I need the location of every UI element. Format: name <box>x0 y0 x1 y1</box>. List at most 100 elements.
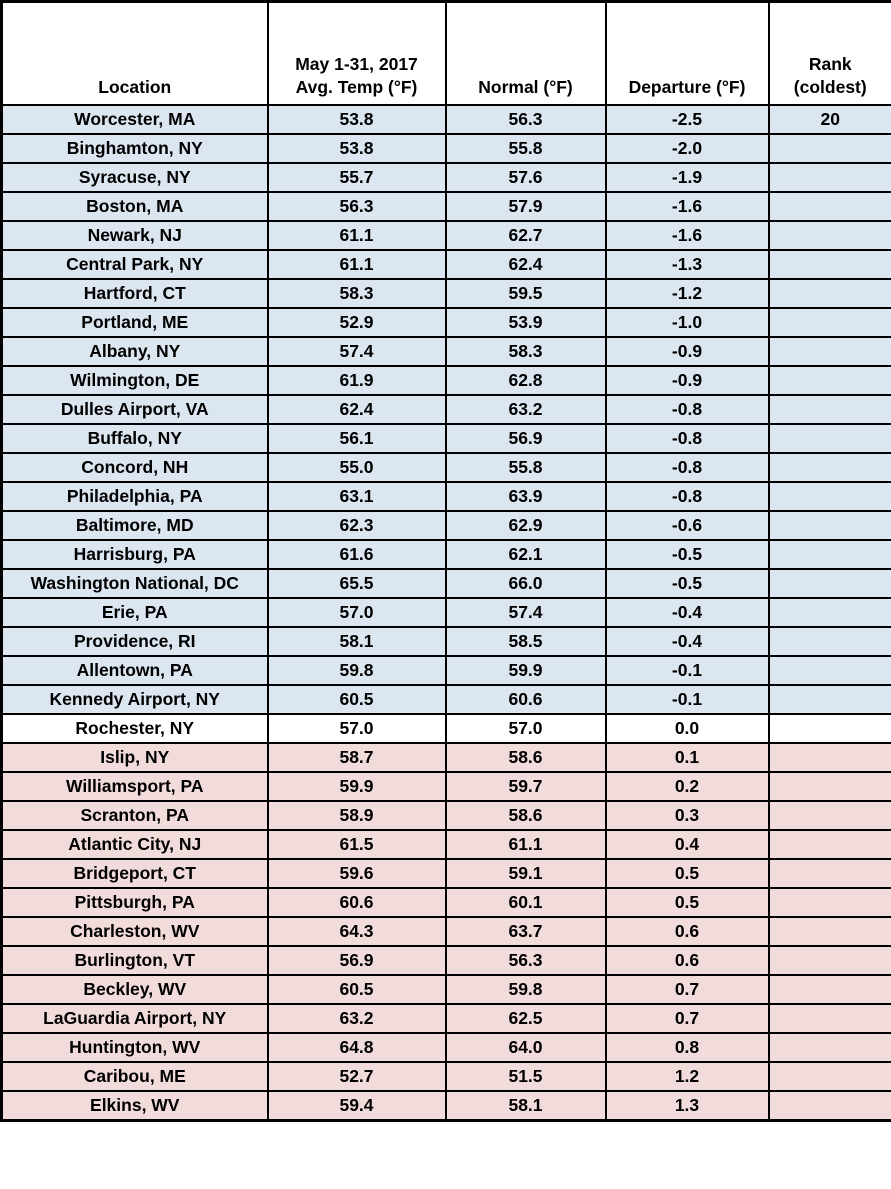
cell-avg-temp: 61.1 <box>266 220 447 251</box>
cell-normal: 55.8 <box>444 133 607 164</box>
cell-location: Bridgeport, CT <box>0 858 269 889</box>
cell-location: Beckley, WV <box>0 974 269 1005</box>
cell-rank <box>767 1032 891 1063</box>
cell-normal: 57.0 <box>444 713 607 744</box>
cell-rank <box>767 597 891 628</box>
cell-location: Erie, PA <box>0 597 269 628</box>
table-row: Dulles Airport, VA 62.4 63.2 -0.8 <box>0 394 891 425</box>
cell-location: Allentown, PA <box>0 655 269 686</box>
cell-location: Philadelphia, PA <box>0 481 269 512</box>
cell-departure: -0.6 <box>604 510 770 541</box>
cell-location: Portland, ME <box>0 307 269 338</box>
cell-normal: 57.9 <box>444 191 607 222</box>
cell-rank <box>767 945 891 976</box>
cell-normal: 55.8 <box>444 452 607 483</box>
table-body: Worcester, MA 53.8 56.3 -2.5 20 Binghamton, N… <box>0 104 891 1122</box>
cell-rank: 20 <box>767 104 891 135</box>
table-row: Charleston, WV 64.3 63.7 0.6 <box>0 916 891 947</box>
cell-rank <box>767 307 891 338</box>
cell-departure: 0.8 <box>604 1032 770 1063</box>
cell-location: Dulles Airport, VA <box>0 394 269 425</box>
cell-location: Newark, NJ <box>0 220 269 251</box>
header-row: Location May 1-31, 2017 Avg. Temp (°F) N… <box>0 0 891 106</box>
table-row: Rochester, NY 57.0 57.0 0.0 <box>0 713 891 744</box>
cell-departure: -1.9 <box>604 162 770 193</box>
cell-departure: 0.4 <box>604 829 770 860</box>
cell-avg-temp: 64.3 <box>266 916 447 947</box>
cell-location: Pittsburgh, PA <box>0 887 269 918</box>
table-row: Portland, ME 52.9 53.9 -1.0 <box>0 307 891 338</box>
cell-location: Wilmington, DE <box>0 365 269 396</box>
cell-avg-temp: 56.9 <box>266 945 447 976</box>
cell-rank <box>767 800 891 831</box>
table-row: Baltimore, MD 62.3 62.9 -0.6 <box>0 510 891 541</box>
cell-departure: -1.0 <box>604 307 770 338</box>
table-row: Williamsport, PA 59.9 59.7 0.2 <box>0 771 891 802</box>
cell-departure: -2.5 <box>604 104 770 135</box>
cell-avg-temp: 60.5 <box>266 684 447 715</box>
table-row: Albany, NY 57.4 58.3 -0.9 <box>0 336 891 367</box>
table-row: Atlantic City, NJ 61.5 61.1 0.4 <box>0 829 891 860</box>
cell-rank <box>767 626 891 657</box>
cell-departure: -0.9 <box>604 365 770 396</box>
table-row: Worcester, MA 53.8 56.3 -2.5 20 <box>0 104 891 135</box>
cell-normal: 64.0 <box>444 1032 607 1063</box>
cell-avg-temp: 53.8 <box>266 133 447 164</box>
cell-location: Binghamton, NY <box>0 133 269 164</box>
cell-location: Charleston, WV <box>0 916 269 947</box>
cell-normal: 63.9 <box>444 481 607 512</box>
cell-departure: -2.0 <box>604 133 770 164</box>
cell-departure: 0.6 <box>604 945 770 976</box>
cell-rank <box>767 655 891 686</box>
cell-avg-temp: 59.6 <box>266 858 447 889</box>
cell-departure: -1.2 <box>604 278 770 309</box>
cell-avg-temp: 61.5 <box>266 829 447 860</box>
cell-location: Williamsport, PA <box>0 771 269 802</box>
cell-departure: -0.1 <box>604 655 770 686</box>
cell-rank <box>767 481 891 512</box>
cell-departure: -0.8 <box>604 394 770 425</box>
cell-rank <box>767 336 891 367</box>
cell-departure: 1.3 <box>604 1090 770 1122</box>
table-row: Washington National, DC 65.5 66.0 -0.5 <box>0 568 891 599</box>
cell-location: Boston, MA <box>0 191 269 222</box>
cell-avg-temp: 60.6 <box>266 887 447 918</box>
cell-departure: 0.2 <box>604 771 770 802</box>
cell-departure: -1.6 <box>604 191 770 222</box>
cell-normal: 60.1 <box>444 887 607 918</box>
table-row: Bridgeport, CT 59.6 59.1 0.5 <box>0 858 891 889</box>
cell-avg-temp: 59.4 <box>266 1090 447 1122</box>
cell-normal: 57.6 <box>444 162 607 193</box>
cell-location: Hartford, CT <box>0 278 269 309</box>
cell-normal: 53.9 <box>444 307 607 338</box>
table-row: Harrisburg, PA 61.6 62.1 -0.5 <box>0 539 891 570</box>
cell-normal: 61.1 <box>444 829 607 860</box>
cell-departure: -0.5 <box>604 568 770 599</box>
cell-avg-temp: 59.9 <box>266 771 447 802</box>
header-normal: Normal (°F) <box>444 0 607 106</box>
cell-avg-temp: 58.1 <box>266 626 447 657</box>
table-row: Syracuse, NY 55.7 57.6 -1.9 <box>0 162 891 193</box>
cell-location: Concord, NH <box>0 452 269 483</box>
table-row: Boston, MA 56.3 57.9 -1.6 <box>0 191 891 222</box>
cell-location: Atlantic City, NJ <box>0 829 269 860</box>
cell-avg-temp: 61.6 <box>266 539 447 570</box>
cell-normal: 57.4 <box>444 597 607 628</box>
cell-rank <box>767 423 891 454</box>
cell-location: Buffalo, NY <box>0 423 269 454</box>
cell-location: Worcester, MA <box>0 104 269 135</box>
cell-departure: -0.8 <box>604 452 770 483</box>
table-row: Huntington, WV 64.8 64.0 0.8 <box>0 1032 891 1063</box>
cell-departure: -0.8 <box>604 481 770 512</box>
cell-location: Burlington, VT <box>0 945 269 976</box>
cell-avg-temp: 55.7 <box>266 162 447 193</box>
table-row: Burlington, VT 56.9 56.3 0.6 <box>0 945 891 976</box>
cell-departure: -1.6 <box>604 220 770 251</box>
table-row: Scranton, PA 58.9 58.6 0.3 <box>0 800 891 831</box>
cell-normal: 58.6 <box>444 742 607 773</box>
cell-departure: 0.5 <box>604 887 770 918</box>
table-row: Allentown, PA 59.8 59.9 -0.1 <box>0 655 891 686</box>
header-departure: Departure (°F) <box>604 0 770 106</box>
cell-normal: 51.5 <box>444 1061 607 1092</box>
